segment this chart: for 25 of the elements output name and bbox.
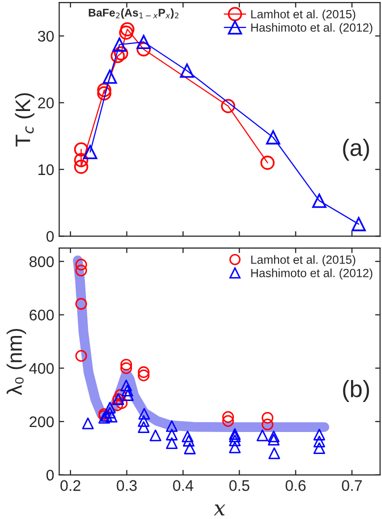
y-tick-label: 30 bbox=[38, 30, 54, 42]
legend-label: Lamhot et al. (2015) bbox=[251, 255, 356, 266]
y-tick-label: 0 bbox=[46, 231, 54, 242]
x-tick-label: 0.5 bbox=[229, 480, 250, 491]
legend-label: Lamhot et al. (2015) bbox=[251, 10, 356, 21]
x-tick-label: 0.2 bbox=[60, 480, 80, 491]
chart-title: BaFe$_{2}$(As$_{1−x}$P$_{x}$)$_{2}$ bbox=[88, 8, 178, 19]
annotation: (b) bbox=[343, 380, 369, 402]
y-tick-label: 400 bbox=[29, 363, 54, 374]
x-axis-title: x bbox=[214, 504, 226, 516]
x-tick-label: 0.6 bbox=[286, 480, 306, 491]
y-tick-label: 200 bbox=[30, 416, 54, 428]
x-tick-label: 0.4 bbox=[173, 480, 194, 491]
y-tick-label: 20 bbox=[38, 98, 54, 108]
legend-label: Hashimoto et al. (2012) bbox=[251, 268, 372, 280]
x-tick-label: 0.7 bbox=[342, 480, 362, 491]
y-tick-label: 800 bbox=[30, 256, 54, 268]
y-axis-title: λ₀ (nm) bbox=[6, 328, 26, 396]
annotation: (a) bbox=[343, 138, 369, 161]
x-tick-label: 0.3 bbox=[116, 480, 137, 491]
y-tick-label: 600 bbox=[30, 310, 54, 320]
y-tick-label: 0 bbox=[46, 470, 54, 481]
y-axis-title: T$_{c}$ (K) bbox=[14, 93, 34, 147]
legend-label: Hashimoto et al. (2012) bbox=[251, 23, 372, 34]
y-tick-label: 10 bbox=[38, 164, 54, 176]
